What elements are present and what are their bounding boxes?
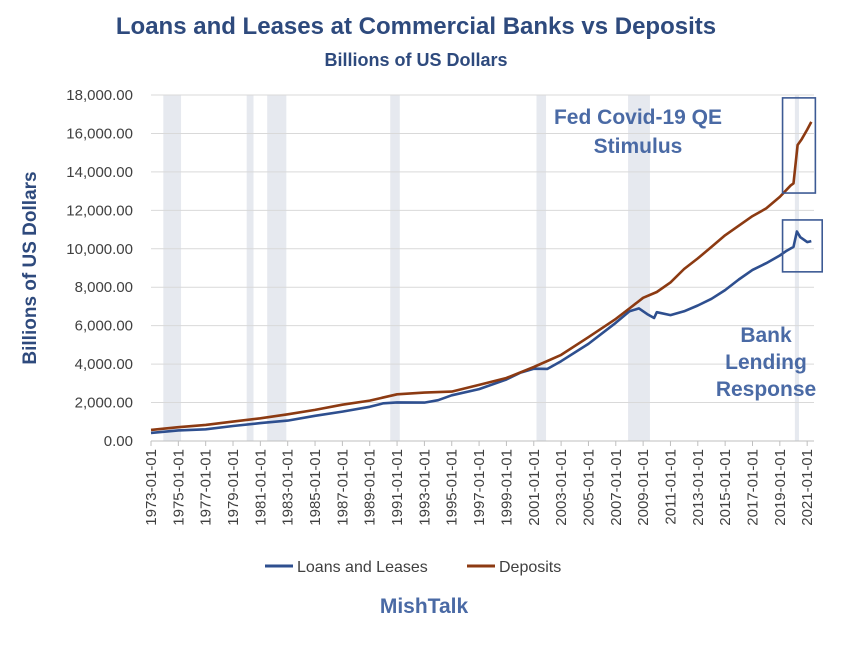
- x-tick-label: 1997-01-01: [471, 449, 488, 526]
- x-tick-label: 1989-01-01: [362, 449, 379, 526]
- x-tick-label: 2005-01-01: [580, 449, 597, 526]
- x-tick-label: 1991-01-01: [389, 449, 406, 526]
- recession-band-0: [163, 95, 182, 441]
- highlight-boxes: [781, 97, 824, 273]
- recession-bands: [163, 95, 799, 441]
- recession-band-4: [536, 95, 547, 441]
- y-tick-label: 14,000.00: [66, 164, 133, 181]
- x-tick-label: 1977-01-01: [198, 449, 215, 526]
- x-tick-label: 1979-01-01: [225, 449, 242, 526]
- x-tick-label: 2015-01-01: [717, 449, 734, 526]
- x-tick-label: 2009-01-01: [635, 449, 652, 526]
- recession-band-5: [628, 95, 650, 441]
- x-tick-label: 2007-01-01: [608, 449, 625, 526]
- x-tick-label: 1975-01-01: [170, 449, 187, 526]
- x-tick-label: 2017-01-01: [744, 449, 761, 526]
- x-tick-label: 1999-01-01: [498, 449, 515, 526]
- y-tick-label: 12,000.00: [66, 202, 133, 219]
- highlight-box-0: [781, 97, 817, 194]
- y-tick-label: 18,000.00: [66, 87, 133, 104]
- x-tick-label: 1987-01-01: [334, 449, 351, 526]
- x-tick-label: 2013-01-01: [690, 449, 707, 526]
- annotation-lending-line2: Lending: [725, 351, 807, 374]
- gridlines: [151, 94, 814, 404]
- x-tick-label: 1993-01-01: [416, 449, 433, 526]
- y-tick-label: 6,000.00: [75, 318, 133, 335]
- highlight-box-1: [781, 219, 824, 273]
- recession-band-1: [246, 95, 254, 441]
- y-tick-label: 4,000.00: [75, 356, 133, 373]
- recession-band-3: [390, 95, 400, 441]
- x-tick-label: 1985-01-01: [307, 449, 324, 526]
- annotation-lending-line3: Response: [716, 378, 816, 401]
- series-line-loans: [150, 230, 812, 435]
- y-axis-label: Billions of US Dollars: [20, 171, 41, 364]
- legend-label-deposits: Deposits: [499, 559, 561, 576]
- y-tick-label: 0.00: [104, 433, 133, 450]
- brand-label: MishTalk: [380, 595, 469, 618]
- chart-title: Loans and Leases at Commercial Banks vs …: [116, 13, 716, 40]
- annotation-lending-line1: Bank: [740, 324, 792, 347]
- legend: Loans and Leases Deposits: [265, 559, 561, 576]
- recession-band-6: [794, 95, 799, 441]
- series-lines: [150, 121, 813, 435]
- annotation-qe-line1: Fed Covid-19 QE: [554, 106, 722, 129]
- y-axis-ticks: 0.00 2,000.00 4,000.00 6,000.00 8,000.00 10,0…: [66, 87, 133, 450]
- x-tick-label: 2019-01-01: [772, 449, 789, 526]
- series-line-deposits: [150, 121, 813, 432]
- y-tick-label: 16,000.00: [66, 125, 133, 142]
- y-tick-label: 10,000.00: [66, 241, 133, 258]
- chart-subtitle: Billions of US Dollars: [324, 50, 507, 70]
- x-tick-label: 1983-01-01: [280, 449, 297, 526]
- legend-label-loans: Loans and Leases: [297, 559, 428, 576]
- recession-band-2: [267, 95, 287, 441]
- y-tick-label: 2,000.00: [75, 395, 133, 412]
- x-axis: 1973-01-01 1975-01-01 1977-01-01 1979-01-01…: [143, 440, 816, 526]
- y-tick-label: 8,000.00: [75, 279, 133, 296]
- x-tick-label: 1981-01-01: [252, 449, 269, 526]
- x-tick-label: 2011-01-01: [662, 449, 679, 525]
- x-tick-label: 2001-01-01: [526, 449, 543, 526]
- annotation-qe-line2: Stimulus: [594, 135, 683, 158]
- x-tick-label: 2021-01-01: [799, 449, 816, 526]
- x-tick-label: 1973-01-01: [143, 449, 160, 526]
- x-tick-label: 1995-01-01: [444, 449, 461, 526]
- x-tick-label: 2003-01-01: [553, 449, 570, 526]
